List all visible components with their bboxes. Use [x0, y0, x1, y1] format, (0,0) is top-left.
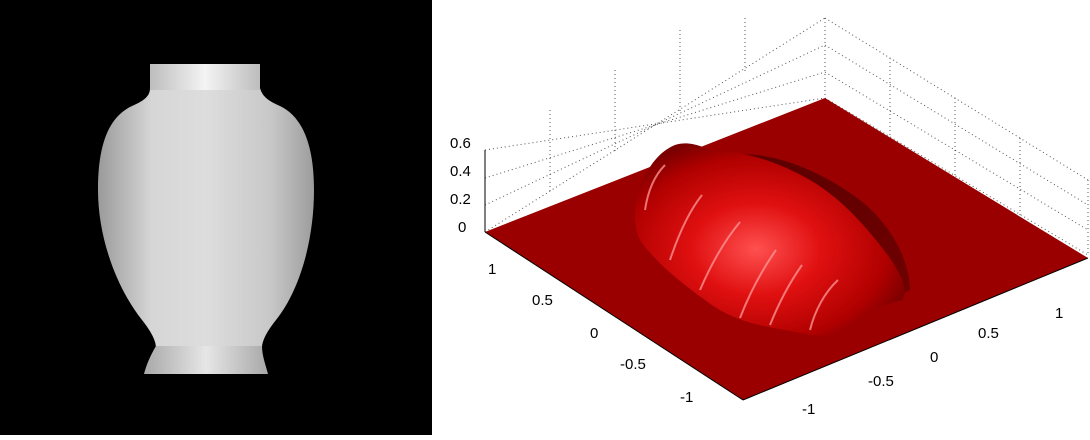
z-axis: 0.6 0.4 0.2 0 — [450, 135, 486, 236]
right-axis-tick-label: 1 — [1055, 305, 1063, 322]
surface-bump — [635, 143, 905, 336]
z-tick-label: 0.2 — [450, 191, 471, 208]
left-axis-tick-label: 1 — [488, 261, 496, 278]
surface-highlights — [644, 164, 839, 331]
vase-render — [98, 64, 314, 374]
surface-plot: 0.6 0.4 0.2 0 1 0.5 0 -0.5 -1 1 0.5 0 -0… — [450, 17, 1089, 418]
z-tick-label: 0 — [458, 219, 466, 236]
right-axis-tick-label: -1 — [802, 401, 815, 418]
z-tick-label: 0.4 — [450, 163, 471, 180]
right-axis-tick-label: -0.5 — [868, 373, 894, 390]
z-tick-label: 0.6 — [450, 135, 471, 152]
vase-body — [98, 88, 314, 348]
left-axis: 1 0.5 0 -0.5 -1 — [484, 231, 744, 406]
surface-plot-panel: 0.6 0.4 0.2 0 1 0.5 0 -0.5 -1 1 0.5 0 -0… — [440, 0, 1090, 435]
right-axis: 1 0.5 0 -0.5 -1 — [742, 257, 1089, 418]
right-axis-tick-label: 0 — [930, 349, 938, 366]
left-axis-tick-label: -0.5 — [620, 356, 646, 373]
left-axis-tick-label: 0 — [590, 325, 598, 342]
vase-rim — [150, 64, 260, 90]
shaded-vase-image — [0, 0, 432, 435]
left-axis-tick-label: 0.5 — [532, 292, 553, 309]
vase-foot — [144, 346, 268, 374]
right-axis-tick-label: 0.5 — [978, 325, 999, 342]
left-axis-tick-label: -1 — [680, 389, 693, 406]
